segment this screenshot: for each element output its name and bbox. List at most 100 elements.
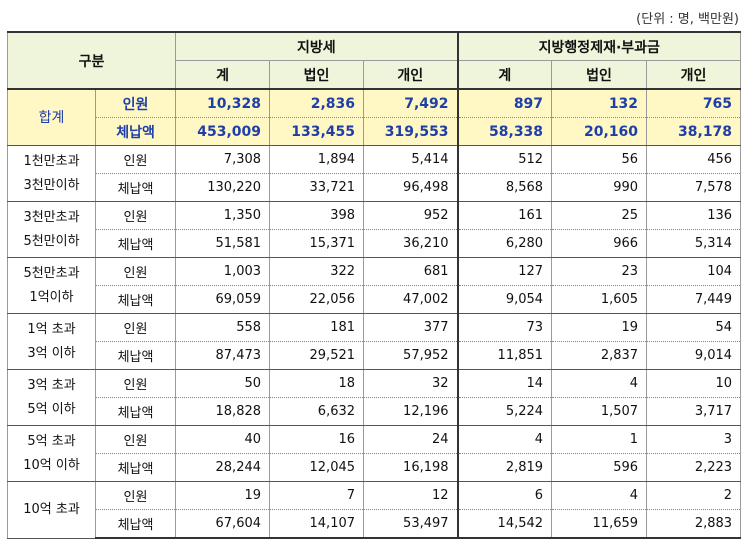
metric-label: 체납액 [94, 453, 177, 482]
value-cell: 322 [269, 257, 365, 286]
value-cell: 1 [551, 425, 648, 454]
group-label-line: 5억 이하 [27, 401, 76, 417]
value-cell: 104 [646, 257, 742, 286]
value-cell: 16,198 [363, 453, 459, 482]
value-cell: 161 [456, 201, 553, 230]
group-label-line: 3억 이하 [27, 345, 76, 361]
value-cell: 19 [551, 313, 648, 342]
group-label: 5천만초과 1억이하 [7, 257, 96, 314]
value-cell: 50 [175, 369, 271, 398]
value-cell: 29,521 [269, 341, 365, 370]
value-cell: 136 [646, 201, 742, 230]
group-label-line: 5억 초과 [27, 433, 76, 449]
value-cell: 69,059 [175, 285, 271, 314]
value-cell: 990 [551, 173, 648, 202]
group-label-line: 3천만초과 [23, 209, 80, 225]
value-cell: 2,836 [269, 89, 365, 118]
value-cell: 6,632 [269, 397, 365, 426]
table-row: 체납액 51,581 15,371 36,210 6,280 966 5,314 [8, 229, 742, 258]
value-cell: 20,160 [551, 117, 648, 146]
table-row: 체납액 453,009 133,455 319,553 58,338 20,160 38,1… [8, 117, 742, 146]
value-cell: 5,414 [363, 145, 459, 174]
value-cell: 7,308 [175, 145, 271, 174]
group-label-line: 5천만초과 [23, 265, 80, 281]
header-row-groups: 구분 지방세 지방행정제재·부과금 [6, 31, 742, 90]
value-cell: 1,003 [175, 257, 271, 286]
value-cell: 181 [269, 313, 365, 342]
value-cell: 56 [551, 145, 648, 174]
value-cell: 11,659 [551, 509, 648, 539]
group-label-line: 5천만이하 [23, 233, 80, 249]
value-cell: 1,350 [175, 201, 271, 230]
table-row: 체납액 67,604 14,107 53,497 14,542 11,659 2,883 [8, 509, 742, 539]
value-cell: 681 [363, 257, 459, 286]
metric-label: 체납액 [94, 285, 177, 314]
header-total: 계 [175, 60, 271, 90]
value-cell: 54 [646, 313, 742, 342]
value-cell: 18,828 [175, 397, 271, 426]
value-cell: 132 [551, 89, 648, 118]
value-cell: 1,507 [551, 397, 648, 426]
group-label: 3억 초과 5억 이하 [7, 369, 96, 426]
header-total: 계 [456, 60, 553, 90]
metric-label: 체납액 [94, 341, 177, 370]
value-cell: 36,210 [363, 229, 459, 258]
group-label-line: 10억 이하 [23, 457, 80, 473]
table-row: 1억 초과 3억 이하 인원 558 181 377 73 19 54 [7, 313, 742, 370]
table-row: 체납액 28,244 12,045 16,198 2,819 596 2,223 [8, 453, 742, 482]
table-row: 체납액 87,473 29,521 57,952 11,851 2,837 9,014 [8, 341, 742, 370]
value-cell: 16 [269, 425, 365, 454]
value-cell: 3,717 [646, 397, 742, 426]
table-row: 3천만초과 5천만이하 인원 1,350 398 952 161 25 136 [7, 201, 742, 258]
value-cell: 1,894 [269, 145, 365, 174]
header-row-sub: 계 법인 개인 계 법인 개인 [8, 60, 742, 90]
value-cell: 9,054 [456, 285, 553, 314]
table-row: 5천만초과 1억이하 인원 1,003 322 681 127 23 104 [7, 257, 742, 314]
value-cell: 14,107 [269, 509, 365, 539]
value-cell: 11,851 [456, 341, 553, 370]
value-cell: 14,542 [456, 509, 553, 539]
metric-label: 인원 [94, 369, 177, 398]
value-cell: 319,553 [363, 117, 459, 146]
table-row: 3억 초과 5억 이하 인원 50 18 32 14 4 10 [7, 369, 742, 426]
value-cell: 24 [363, 425, 459, 454]
value-cell: 3 [646, 425, 742, 454]
value-cell: 12 [363, 481, 459, 510]
value-cell: 7 [269, 481, 365, 510]
value-cell: 765 [646, 89, 742, 118]
value-cell: 966 [551, 229, 648, 258]
value-cell: 130,220 [175, 173, 271, 202]
value-cell: 6 [456, 481, 553, 510]
value-cell: 4 [456, 425, 553, 454]
value-cell: 67,604 [175, 509, 271, 539]
value-cell: 12,196 [363, 397, 459, 426]
metric-label: 인원 [94, 481, 177, 510]
value-cell: 14 [456, 369, 553, 398]
metric-label: 체납액 [94, 117, 177, 146]
header-gubun: 구분 [6, 31, 177, 90]
value-cell: 377 [363, 313, 459, 342]
header-local-tax: 지방세 [175, 31, 459, 61]
value-cell: 73 [456, 313, 553, 342]
value-cell: 33,721 [269, 173, 365, 202]
value-cell: 32 [363, 369, 459, 398]
value-cell: 8,568 [456, 173, 553, 202]
value-cell: 4 [551, 481, 648, 510]
value-cell: 952 [363, 201, 459, 230]
group-label-line: 3억 초과 [27, 377, 76, 393]
group-label: 합계 [7, 89, 96, 146]
unit-note: (단위 : 명, 백만원) [636, 12, 739, 27]
value-cell: 127 [456, 257, 553, 286]
group-label: 3천만초과 5천만이하 [7, 201, 96, 258]
value-cell: 5,314 [646, 229, 742, 258]
value-cell: 398 [269, 201, 365, 230]
metric-label: 체납액 [94, 229, 177, 258]
header-individual: 개인 [363, 60, 459, 90]
value-cell: 596 [551, 453, 648, 482]
value-cell: 456 [646, 145, 742, 174]
value-cell: 2 [646, 481, 742, 510]
metric-label: 체납액 [94, 397, 177, 426]
table-row: 체납액 69,059 22,056 47,002 9,054 1,605 7,449 [8, 285, 742, 314]
table-row: 합계 인원 10,328 2,836 7,492 897 132 765 [7, 89, 742, 146]
value-cell: 2,883 [646, 509, 742, 539]
